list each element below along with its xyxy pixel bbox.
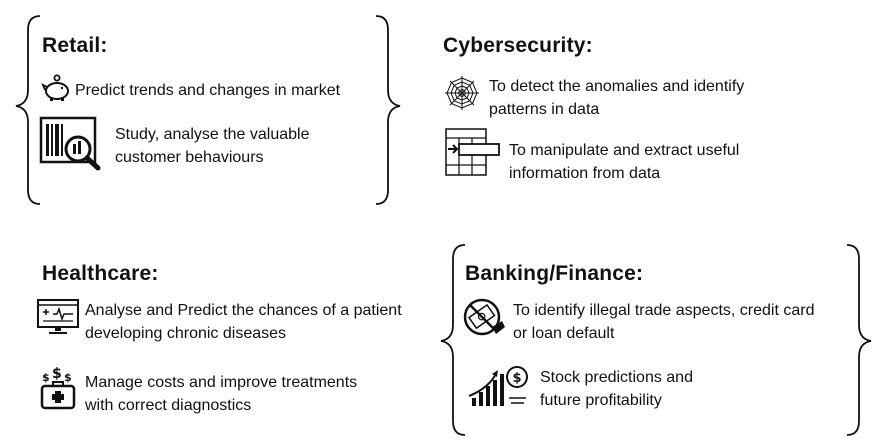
banking-item-1-text: To identify illegal trade aspects, credi…: [513, 302, 815, 342]
spider-web-icon: [445, 76, 479, 110]
piggy-bank-icon: [41, 74, 69, 101]
medical-monitor-icon: [37, 299, 79, 334]
cybersecurity-item-2-text: To manipulate and extract useful informa…: [509, 142, 740, 182]
retail-item-1-text: Predict trends and changes in market: [75, 82, 341, 99]
svg-text:$: $: [64, 371, 72, 384]
barcode-magnifier-icon: [39, 116, 101, 171]
money-medkit-icon: $ $ $: [40, 366, 76, 410]
svg-text:$: $: [42, 371, 50, 384]
svg-text:$: $: [513, 371, 522, 386]
svg-text:$: $: [52, 366, 62, 382]
healthcare-item-2-text: Manage costs and improve treatments with…: [85, 374, 358, 414]
no-money-icon: [463, 298, 505, 336]
banking-item-2-text: Stock predictions and future profitabili…: [540, 369, 693, 409]
retail-title: Retail:: [42, 34, 108, 57]
cybersecurity-title: Cybersecurity:: [443, 34, 593, 57]
stock-growth-icon: $: [468, 366, 528, 406]
banking-title: Banking/Finance:: [465, 262, 644, 285]
data-table-arrow-icon: [445, 128, 500, 176]
cybersecurity-item-1-text: To detect the anomalies and identify pat…: [489, 78, 745, 118]
healthcare-title: Healthcare:: [42, 262, 159, 285]
healthcare-item-1-text: Analyse and Predict the chances of a pat…: [85, 302, 402, 342]
retail-item-2-text: Study, analyse the valuable customer beh…: [115, 126, 310, 166]
